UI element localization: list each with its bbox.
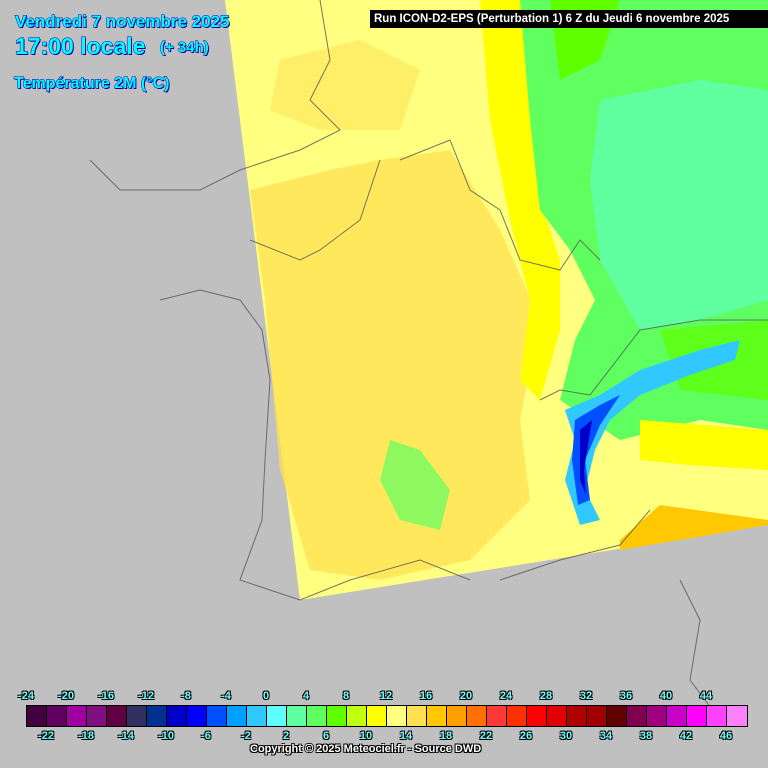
legend-swatch: [707, 706, 727, 726]
legend-label: -6: [201, 730, 211, 742]
parameter-title: Température 2M (°C): [13, 75, 170, 93]
legend-swatch: [647, 706, 667, 726]
legend-label: -20: [58, 690, 74, 702]
forecast-date: Vendredi 7 novembre 2025: [15, 12, 230, 32]
legend-label: -12: [138, 690, 154, 702]
legend-label: 44: [699, 690, 713, 702]
legend-label: 8: [342, 690, 350, 702]
legend-label: -14: [118, 730, 134, 742]
legend-swatch: [567, 706, 587, 726]
legend-label: 36: [619, 690, 633, 702]
legend-swatch: [407, 706, 427, 726]
warm-patches: [250, 150, 540, 580]
legend-swatch: [167, 706, 187, 726]
legend-label: 6: [322, 730, 330, 742]
legend-label: 2: [282, 730, 290, 742]
legend-swatch: [87, 706, 107, 726]
alps-cold: [565, 340, 740, 525]
legend-label: 14: [399, 730, 413, 742]
legend-swatch: [367, 706, 387, 726]
legend-swatch: [627, 706, 647, 726]
legend-swatch: [207, 706, 227, 726]
legend-label: 20: [459, 690, 473, 702]
legend-swatch: [587, 706, 607, 726]
legend-label: 38: [639, 730, 653, 742]
legend-swatch: [427, 706, 447, 726]
model-domain: [225, 0, 768, 600]
borders: [89, 0, 768, 721]
legend-label: 30: [559, 730, 573, 742]
copyright: Copyright © 2025 Meteociel.fr - Source D…: [250, 743, 482, 755]
legend-swatch: [227, 706, 247, 726]
legend-swatch: [327, 706, 347, 726]
legend-swatch: [687, 706, 707, 726]
legend-swatch: [387, 706, 407, 726]
color-legend: [26, 705, 748, 727]
legend-swatch: [607, 706, 627, 726]
legend-swatch: [667, 706, 687, 726]
legend-swatch: [127, 706, 147, 726]
legend-swatch: [187, 706, 207, 726]
legend-swatch: [447, 706, 467, 726]
legend-label: 28: [539, 690, 553, 702]
legend-label: -18: [78, 730, 94, 742]
legend-label: 18: [439, 730, 453, 742]
legend-swatch: [507, 706, 527, 726]
legend-swatch: [527, 706, 547, 726]
forecast-time: 17:00 locale: [14, 33, 146, 60]
legend-swatch: [147, 706, 167, 726]
legend-label: 46: [719, 730, 733, 742]
legend-swatch: [347, 706, 367, 726]
legend-swatch: [27, 706, 47, 726]
legend-swatch: [467, 706, 487, 726]
legend-label: -4: [221, 690, 231, 702]
legend-label: 42: [679, 730, 693, 742]
run-info-bar: Run ICON-D2-EPS (Perturbation 1) 6 Z du …: [370, 10, 768, 28]
legend-label: 10: [359, 730, 373, 742]
legend-label: 22: [479, 730, 493, 742]
legend-label: 40: [659, 690, 673, 702]
legend-swatch: [727, 706, 747, 726]
legend-swatch: [307, 706, 327, 726]
legend-swatch: [487, 706, 507, 726]
legend-swatch: [47, 706, 67, 726]
legend-label: -16: [98, 690, 114, 702]
legend-label: -22: [38, 730, 54, 742]
legend-label: 12: [379, 690, 393, 702]
legend-label: 24: [499, 690, 513, 702]
legend-swatch: [547, 706, 567, 726]
legend-label: 26: [519, 730, 533, 742]
legend-swatch: [247, 706, 267, 726]
legend-label: 16: [419, 690, 433, 702]
legend-swatch: [67, 706, 87, 726]
legend-swatch: [267, 706, 287, 726]
legend-swatch: [287, 706, 307, 726]
lead-time: (+ 34h): [160, 39, 210, 57]
legend-label: 32: [579, 690, 593, 702]
legend-label: 4: [302, 690, 310, 702]
legend-swatch: [107, 706, 127, 726]
legend-label: -8: [181, 690, 191, 702]
legend-label: -2: [241, 730, 251, 742]
legend-label: -10: [158, 730, 174, 742]
legend-label: 34: [599, 730, 613, 742]
legend-label: -24: [18, 690, 34, 702]
legend-label: 0: [262, 690, 270, 702]
